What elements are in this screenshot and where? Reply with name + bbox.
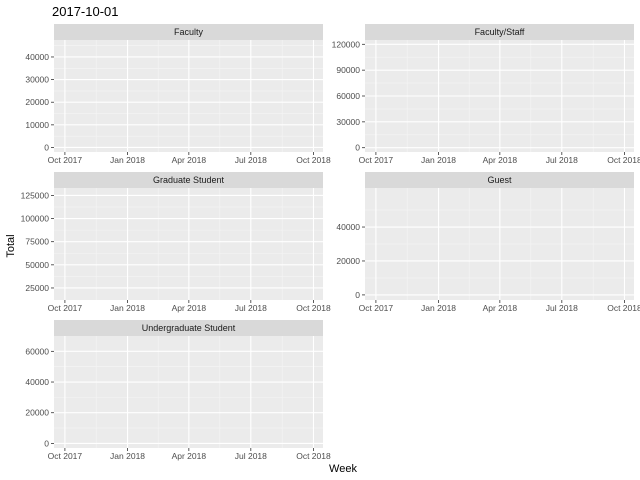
x-tick-label: Apr 2018 [172,303,207,313]
x-tick-label: Jul 2018 [235,451,267,461]
x-tick-label: Jan 2018 [421,155,456,165]
facet-strip [365,24,634,40]
x-axis-title: Week [329,463,357,475]
x-tick-label: Jul 2018 [546,303,578,313]
y-tick-label: 30000 [336,117,360,127]
y-tick-label: 40000 [25,52,49,62]
x-tick-label: Oct 2018 [296,451,331,461]
facet-strip [365,172,634,188]
y-axis-title: Total [5,234,17,257]
x-tick-label: Apr 2018 [172,451,207,461]
y-tick-label: 30000 [25,75,49,85]
facet-strip-label: Undergraduate Student [142,323,236,333]
facet-strip [54,172,323,188]
x-tick-label: Jan 2018 [110,303,145,313]
x-tick-label: Apr 2018 [483,155,518,165]
x-tick-label: Oct 2017 [48,155,83,165]
x-tick-label: Jan 2018 [421,303,456,313]
y-tick-label: 20000 [336,256,360,266]
facet-strip-label: Faculty [174,27,204,37]
y-tick-label: 40000 [336,222,360,232]
y-tick-label: 20000 [25,408,49,418]
facet-panel: Graduate Student Oct 2017 Jan 2018 Apr 2018… [21,172,331,313]
x-tick-label: Oct 2017 [48,303,83,313]
x-tick-label: Oct 2017 [48,451,83,461]
facet-panel: Faculty Oct 2017 Jan 2018 Apr 2018 Jul 2018 O… [25,24,331,165]
facet-panel: Faculty/Staff Oct 2017 Jan 2018 Apr 2018 Jul… [332,24,640,165]
x-tick-label: Oct 2018 [296,303,331,313]
facet-panel: Guest Oct 2017 Jan 2018 Apr 2018 Jul 2018 Oct… [336,172,640,313]
y-tick-label: 0 [355,290,360,300]
facet-panel: Undergraduate Student Oct 2017 Jan 2018 Apr… [25,320,331,461]
y-tick-label: 10000 [25,120,49,130]
y-tick-label: 90000 [336,65,360,75]
x-tick-label: Apr 2018 [172,155,207,165]
y-tick-label: 75000 [25,237,49,247]
y-tick-label: 60000 [336,91,360,101]
x-tick-label: Jul 2018 [235,155,267,165]
x-tick-label: Jul 2018 [546,155,578,165]
x-tick-label: Apr 2018 [483,303,518,313]
x-tick-label: Jan 2018 [110,451,145,461]
facet-strip-label: Graduate Student [153,175,225,185]
x-tick-label: Jan 2018 [110,155,145,165]
x-tick-label: Oct 2017 [359,303,394,313]
y-tick-label: 100000 [21,214,50,224]
y-tick-label: 60000 [25,346,49,356]
x-tick-label: Oct 2017 [359,155,394,165]
chart-title: 2017-10-01 [52,4,119,19]
y-tick-label: 0 [355,143,360,153]
y-tick-label: 20000 [25,97,49,107]
facet-strip [54,320,323,336]
y-tick-label: 50000 [25,260,49,270]
y-tick-label: 120000 [332,39,361,49]
y-tick-label: 40000 [25,377,49,387]
y-tick-label: 25000 [25,283,49,293]
x-tick-label: Oct 2018 [607,155,640,165]
facet-panels: Faculty Oct 2017 Jan 2018 Apr 2018 Jul 2018 O… [21,24,640,461]
facet-strip [54,24,323,40]
x-tick-label: Jul 2018 [235,303,267,313]
x-tick-label: Oct 2018 [296,155,331,165]
facet-strip-label: Faculty/Staff [475,27,525,37]
facet-strip-label: Guest [487,175,512,185]
y-tick-label: 0 [44,142,49,152]
y-tick-label: 0 [44,438,49,448]
y-tick-label: 125000 [21,190,50,200]
x-tick-label: Oct 2018 [607,303,640,313]
